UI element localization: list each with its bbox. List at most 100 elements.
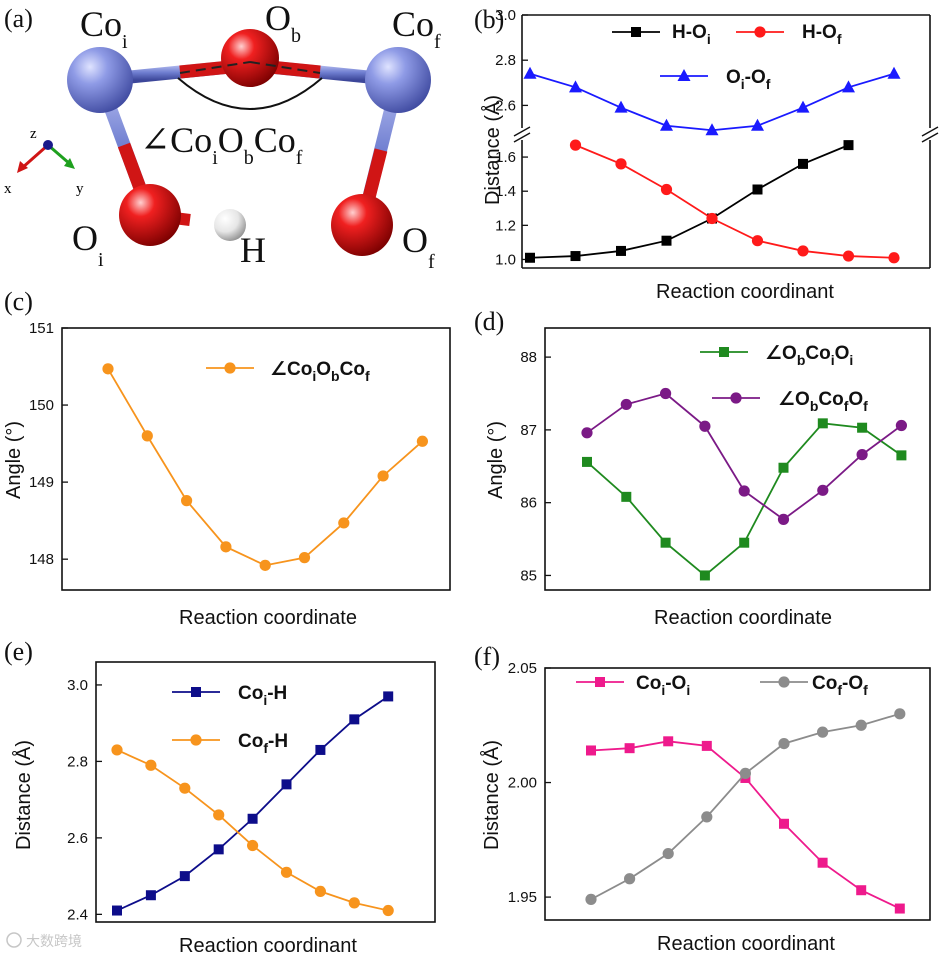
e-series-1-point-3 [213, 809, 225, 821]
f-series-1-point-8 [894, 708, 906, 720]
y-axis-title-f: Distance (Å) [480, 740, 503, 850]
e-series-1-line [116, 749, 389, 912]
d-series-1-point-4 [738, 485, 750, 497]
e-series-1-point-8 [382, 904, 394, 917]
cobalt-atom-cof [365, 47, 431, 113]
d-yticklabel-3: 88 [520, 349, 537, 366]
d-series-1-point-3 [699, 420, 711, 432]
x-axis-title-e: Reaction coordinant [179, 935, 357, 956]
d-series-0-point-2 [660, 537, 671, 548]
e-yticklabel-1: 2.6 [67, 830, 88, 847]
c-series-0-point-7 [377, 470, 389, 482]
b-break-b-1 [921, 132, 939, 143]
x-axis-arrow [21, 143, 49, 170]
b-series-0-point-1 [570, 251, 581, 262]
e-yticklabel-0: 2.4 [67, 906, 88, 923]
e-series-0-point-0 [112, 905, 122, 916]
e-series-1-point-0 [111, 744, 123, 756]
d-series-1-line [586, 392, 902, 521]
d-series-0: ∠ObCoiOi [582, 343, 907, 581]
e-yticklabel-3: 3.0 [67, 677, 88, 694]
d-series-1-point-2 [660, 387, 672, 400]
e-series-0-point-6 [315, 744, 326, 755]
chart-e: (e) Reaction coordinant Distance (Å) 2.4 2.6… [4, 637, 436, 956]
c-series-0-point-5 [298, 552, 311, 564]
d-series-0-point-1 [621, 491, 632, 502]
d-series-1-point-6 [817, 484, 829, 496]
panel-label-d: (d) [474, 307, 504, 336]
f-series-0-point-1 [624, 743, 635, 754]
b-series-0-point-7 [843, 140, 854, 151]
c-yticklabel-2: 150 [29, 397, 54, 414]
f-series-0-point-6 [817, 857, 828, 868]
d-series-0-point-0 [582, 456, 592, 467]
b-series-2-point-1 [569, 80, 582, 93]
b-series-2: Oi-Of [523, 66, 901, 136]
b-legend-marker-0 [631, 27, 641, 37]
e-legend-label-0: Coi-H [238, 683, 287, 708]
b-series-1-point-2 [660, 183, 673, 196]
d-legend-marker-0 [719, 347, 729, 357]
x-axis-title-b: Reaction coordinant [656, 281, 834, 303]
b-series-2-point-3 [660, 118, 673, 131]
f-series-0-point-3 [701, 740, 712, 751]
y-arrowhead [64, 158, 75, 169]
b-yticklabel-upper-1: 2.8 [495, 52, 516, 69]
b-legend-label-2: Oi-Of [726, 67, 771, 92]
oxygen-atom-ob [221, 29, 279, 87]
e-series-0-point-2 [179, 871, 190, 882]
y-axis-title-b: Distance (Å) [481, 95, 504, 205]
f-legend-label-1: Cof-Of [812, 673, 868, 698]
f-yticklabel-0: 1.95 [508, 889, 537, 906]
y-axis-title-c: Angle (°) [3, 421, 25, 499]
cobalt-atom-coi [67, 47, 133, 113]
d-legend-label-0: ∠ObCoiOi [765, 343, 853, 368]
b-series-2-line [529, 72, 895, 132]
b-yticklabel-lower-2: 1.4 [495, 183, 516, 200]
c-series-0-point-1 [141, 430, 153, 442]
oxygen-atom-oi [119, 184, 181, 246]
b-series-1-point-6 [842, 250, 855, 262]
f-legend-marker-0 [595, 677, 605, 687]
f-series-1-point-7 [855, 719, 867, 731]
label-h: H [240, 230, 266, 270]
y-axis-title-d: Angle (°) [485, 421, 507, 499]
b-legend-marker-2 [677, 69, 691, 81]
chart-f: (f) Reaction coordinant Distance (Å) 1.95 2.… [474, 642, 931, 955]
panel-label-a: (a) [4, 4, 33, 33]
x-axis-title-c: Reaction coordinate [179, 607, 357, 629]
f-yticklabel-2: 2.05 [508, 660, 537, 677]
f-series-1-point-6 [817, 726, 829, 738]
b-series-0-point-2 [616, 245, 626, 256]
b-series-2-point-0 [523, 66, 537, 79]
panel-label-f: (f) [474, 642, 500, 671]
label-ob: Ob [265, 0, 301, 47]
d-series-0-point-5 [778, 462, 789, 473]
f-series-1-point-4 [739, 767, 752, 779]
b-series-2-point-5 [751, 118, 764, 131]
chart-b: (b) Reaction coordinant Distance (Å)2.6 2.8… [474, 5, 939, 303]
d-series-0-point-6 [817, 418, 828, 429]
b-series-0-point-0 [525, 252, 535, 263]
b-series-0-point-6 [798, 158, 808, 169]
b-break-b-0 [513, 132, 531, 143]
axis-triad: z x y [4, 126, 84, 197]
b-series-1-point-3 [706, 212, 718, 225]
x-axis-title-f: Reaction coordinant [657, 933, 835, 955]
b-series-1: H-Of [569, 22, 900, 264]
b-break-a-0 [513, 126, 531, 137]
d-series-1: ∠ObCofOf [581, 387, 908, 526]
d-legend-marker-1 [730, 392, 742, 404]
label-of: Of [402, 220, 435, 273]
e-series-1-point-6 [314, 885, 326, 898]
z-axis-dot [43, 140, 53, 150]
e-series-0: Coi-H [112, 683, 394, 916]
b-series-1-point-1 [615, 158, 627, 170]
y-axis-title-e: Distance (Å) [12, 740, 35, 850]
label-cof: Cof [392, 4, 441, 53]
d-series-0-point-4 [739, 537, 750, 548]
d-series-0-point-7 [857, 422, 868, 433]
c-yticklabel-1: 149 [29, 474, 54, 491]
b-series-2-point-4 [705, 123, 719, 136]
